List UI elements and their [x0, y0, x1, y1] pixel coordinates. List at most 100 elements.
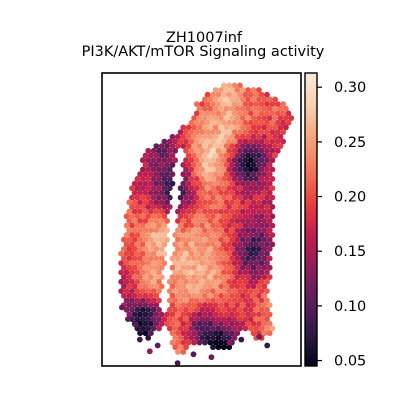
tissue-spot	[226, 325, 233, 332]
tissue-spot	[172, 147, 179, 154]
tissue-spot	[177, 232, 184, 238]
tissue-spot	[196, 105, 203, 112]
tissue-spot	[148, 246, 154, 252]
tissue-spot	[226, 344, 233, 351]
tissue-spot	[180, 143, 187, 150]
tissue-spot	[123, 213, 130, 220]
tissue-spot	[145, 269, 152, 276]
tissue-spot	[229, 236, 235, 243]
tissue-spot	[266, 152, 273, 159]
tissue-spot	[164, 162, 171, 168]
tissue-spot	[220, 344, 227, 351]
tissue-spot	[258, 91, 265, 98]
tissue-spot	[250, 124, 257, 131]
tissue-spot	[231, 166, 238, 173]
tissue-spot	[212, 105, 219, 112]
tissue-spot	[247, 269, 254, 276]
tissue-spot	[134, 222, 141, 229]
tissue-spot	[175, 133, 181, 140]
tissue-spot	[188, 157, 195, 164]
tissue-spot	[247, 185, 254, 192]
tissue-spot	[237, 110, 243, 117]
tissue-spot	[250, 264, 257, 271]
tissue-spot	[126, 283, 133, 290]
tissue-spot	[258, 222, 265, 229]
tissue-spot	[220, 110, 227, 117]
tissue-spot	[204, 241, 211, 248]
tissue-spot	[269, 213, 276, 220]
tissue-spot	[226, 339, 233, 346]
tissue-spot	[180, 246, 187, 252]
tissue-spot	[229, 162, 235, 168]
tissue-spot	[272, 133, 278, 140]
tissue-spot	[164, 320, 171, 327]
tissue-spot	[125, 316, 131, 322]
tissue-spot	[237, 325, 243, 332]
tissue-spot	[245, 208, 252, 215]
tissue-spot	[239, 96, 246, 103]
tissue-spot	[215, 260, 222, 266]
tissue-spot	[218, 339, 225, 346]
tissue-spot	[129, 278, 135, 285]
tissue-spot	[153, 218, 160, 224]
tissue-spot	[142, 180, 149, 187]
tissue-spot	[172, 278, 179, 285]
tissue-spot	[231, 157, 238, 164]
tissue-spot	[196, 320, 203, 327]
tissue-spot	[272, 115, 278, 121]
colorbar-tick-label: 0.15	[334, 244, 366, 260]
tissue-spot	[207, 143, 214, 150]
tissue-spot	[231, 335, 238, 341]
tissue-spot	[234, 330, 241, 337]
tissue-spot	[142, 330, 149, 337]
tissue-spot	[223, 171, 230, 178]
tissue-spot	[177, 241, 184, 248]
tissue-spot	[264, 342, 271, 349]
tissue-spot	[226, 101, 233, 107]
tissue-spot	[207, 208, 214, 215]
tissue-spot	[191, 264, 198, 271]
tissue-spot	[156, 176, 162, 182]
tissue-spot	[196, 339, 203, 346]
tissue-spot	[237, 306, 243, 313]
tissue-spot	[204, 325, 211, 332]
tissue-spot	[202, 190, 208, 196]
tissue-spot	[242, 138, 249, 145]
tissue-spot	[226, 176, 233, 182]
tissue-spot	[258, 278, 265, 285]
tissue-spot	[215, 157, 222, 164]
tissue-spot	[158, 264, 165, 271]
tissue-spot	[253, 306, 260, 313]
tissue-spot	[166, 325, 173, 332]
tissue-spot	[191, 180, 198, 187]
tissue-spot	[204, 232, 211, 238]
tissue-spot	[247, 250, 254, 257]
tissue-spot	[245, 190, 252, 196]
tissue-spot	[166, 185, 173, 192]
tissue-spot	[185, 339, 192, 346]
tissue-spot	[212, 199, 219, 206]
tissue-spot	[142, 320, 149, 327]
tissue-spot	[185, 236, 192, 243]
tissue-spot	[239, 208, 246, 215]
tissue-spot	[193, 194, 200, 201]
tissue-spot	[250, 87, 257, 93]
tissue-spot	[215, 241, 222, 248]
colorbar-tick-label: 0.30	[334, 80, 366, 96]
tissue-spot	[199, 176, 206, 182]
tissue-spot	[210, 316, 216, 323]
tissue-spot	[183, 166, 189, 173]
tissue-spot	[123, 260, 130, 266]
tissue-spot	[175, 208, 181, 215]
tissue-spot	[191, 246, 198, 252]
tissue-spot	[131, 302, 138, 308]
tissue-spot	[237, 213, 243, 220]
tissue-spot	[269, 101, 276, 107]
tissue-spot	[196, 274, 203, 280]
tissue-spot	[237, 166, 243, 173]
tissue-spot	[188, 241, 195, 248]
tissue-spot	[129, 288, 135, 294]
tissue-spot	[250, 208, 257, 215]
tissue-spot	[150, 250, 157, 257]
tissue-spot	[226, 260, 233, 266]
